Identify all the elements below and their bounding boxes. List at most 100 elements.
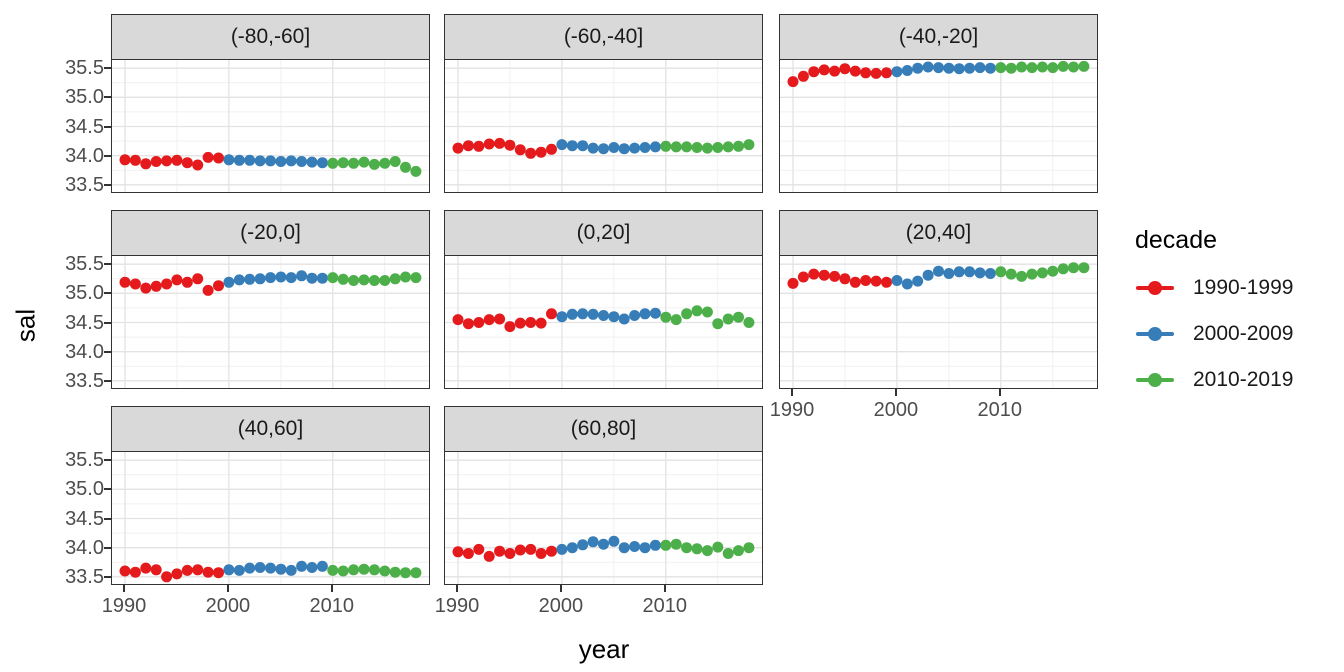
x-tick-mark — [455, 585, 458, 592]
data-point — [535, 548, 547, 559]
y-tick-mark — [104, 67, 111, 70]
data-point — [922, 269, 934, 281]
data-point — [213, 567, 224, 579]
data-point — [733, 140, 744, 152]
data-point — [379, 157, 391, 169]
y-tick-mark — [104, 125, 111, 128]
facet-strip-label: (0,20] — [576, 221, 631, 244]
data-point — [712, 318, 724, 330]
facet-strip-label: (-40,-20] — [898, 25, 979, 48]
data-point — [368, 564, 380, 576]
x-tick-label: 2010 — [642, 595, 688, 617]
y-axis-title: sal — [10, 308, 41, 343]
data-point — [389, 566, 401, 578]
data-point — [577, 140, 589, 152]
data-point — [150, 156, 162, 167]
data-point — [358, 274, 370, 286]
data-point — [473, 543, 485, 555]
data-point — [608, 142, 620, 153]
x-tick-mark — [790, 389, 793, 396]
data-point — [829, 270, 841, 282]
data-point — [995, 266, 1007, 278]
x-tick-mark — [894, 389, 897, 396]
facet-panel — [444, 452, 763, 585]
data-point — [514, 544, 526, 556]
data-point — [670, 141, 682, 153]
data-point — [839, 273, 851, 285]
x-tick-label: 2010 — [309, 595, 355, 617]
data-point — [546, 143, 557, 155]
facet-(40,60]: (40,60] — [111, 406, 430, 585]
facet-strip: (-20,0] — [111, 210, 430, 256]
data-point — [849, 65, 861, 77]
data-point — [285, 272, 297, 284]
legend-entry-label: 1990-1999 — [1193, 276, 1294, 299]
data-point — [473, 317, 485, 328]
y-tick-label: 34.0 — [65, 340, 104, 363]
data-point — [213, 280, 224, 292]
data-point — [275, 563, 287, 575]
data-point — [701, 545, 713, 557]
data-point — [881, 276, 892, 288]
y-tick-label: 34.5 — [65, 115, 104, 138]
data-point — [808, 268, 820, 280]
data-point — [379, 565, 391, 577]
data-point — [1036, 61, 1048, 73]
data-point — [598, 310, 609, 321]
data-point — [829, 65, 841, 77]
data-point — [722, 141, 734, 153]
data-point — [587, 142, 599, 154]
data-point — [1047, 62, 1059, 74]
data-point — [933, 265, 944, 277]
data-point — [922, 61, 934, 73]
legend-entry: 2000-2009 — [1135, 319, 1293, 349]
data-point — [452, 546, 464, 558]
data-point — [223, 276, 235, 288]
y-tick-label: 35.0 — [65, 86, 104, 109]
data-point — [504, 321, 516, 333]
data-point — [389, 156, 401, 167]
data-point — [1068, 61, 1079, 73]
data-point — [316, 157, 328, 169]
legend-key-icon — [1135, 365, 1175, 395]
data-point — [265, 562, 276, 574]
data-point — [400, 567, 411, 579]
y-tick-mark — [104, 459, 111, 462]
facet-(0,20]: (0,20] — [444, 210, 763, 389]
facet-panel — [111, 452, 430, 585]
facet-strip: (-80,-60] — [111, 14, 430, 60]
legend-entry-label: 2010-2019 — [1193, 368, 1294, 391]
data-point — [181, 276, 193, 288]
data-point — [984, 268, 996, 279]
data-point — [818, 64, 830, 76]
y-tick-label: 34.5 — [65, 311, 104, 334]
data-point — [192, 273, 204, 285]
y-tick-label: 34.5 — [65, 507, 104, 530]
data-point — [504, 548, 516, 559]
data-point — [244, 273, 256, 285]
data-point — [787, 76, 799, 88]
data-point — [1005, 62, 1017, 74]
y-tick-label: 35.5 — [65, 57, 104, 80]
x-tick-mark — [226, 585, 229, 592]
data-point — [306, 272, 318, 284]
y-tick-mark — [104, 546, 111, 549]
data-point — [629, 541, 641, 552]
data-point — [140, 158, 152, 170]
data-point — [223, 564, 235, 576]
y-tick-label: 33.5 — [65, 173, 104, 196]
data-point — [974, 267, 986, 279]
data-point — [598, 143, 609, 155]
data-point — [171, 274, 183, 286]
facet-panel — [779, 256, 1098, 389]
data-point — [660, 311, 672, 323]
data-point — [327, 157, 339, 169]
data-point — [660, 539, 672, 551]
data-point — [327, 272, 339, 284]
legend-key-icon — [1135, 273, 1175, 303]
y-tick-label: 35.0 — [65, 282, 104, 305]
y-tick-label: 35.5 — [65, 253, 104, 276]
data-point — [556, 543, 568, 555]
facet-strip: (-60,-40] — [444, 14, 763, 60]
